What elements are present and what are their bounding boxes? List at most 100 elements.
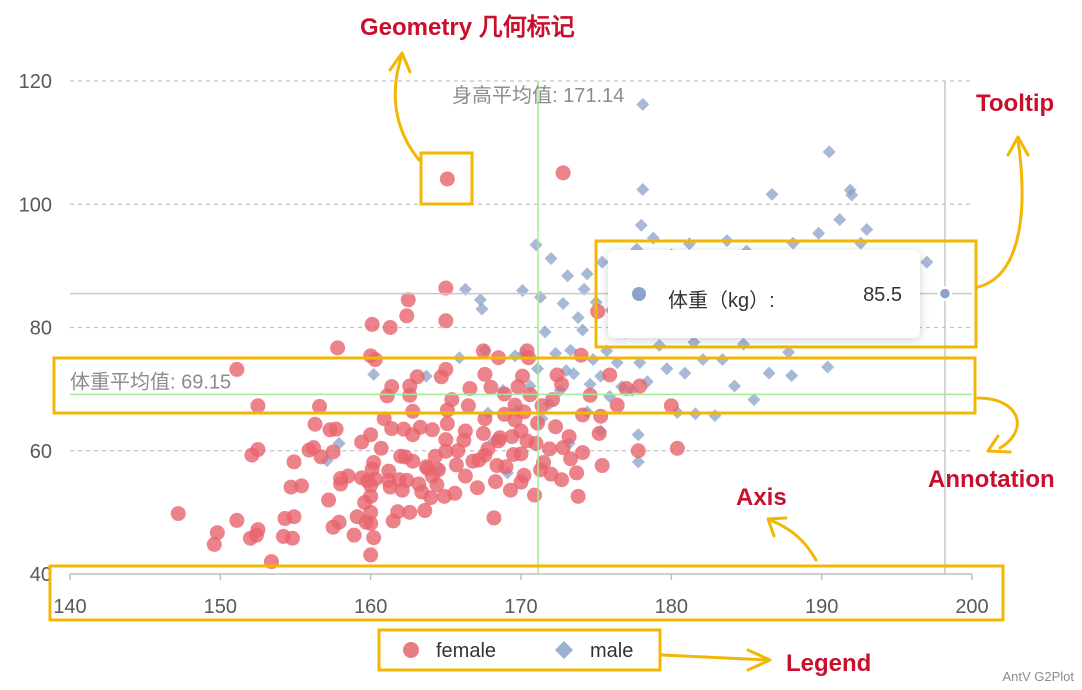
male-point	[529, 238, 543, 252]
female-point	[286, 509, 302, 525]
height-mean-label: 身高平均值: 171.14	[452, 84, 624, 107]
female-point	[366, 530, 382, 546]
axis-callout-label: Axis	[736, 484, 787, 511]
female-point	[438, 443, 454, 459]
female-point	[590, 303, 606, 319]
female-point	[439, 416, 455, 432]
female-point	[206, 536, 222, 552]
male-point	[577, 282, 591, 296]
annotation-callout-arrow	[976, 396, 1019, 450]
male-point	[516, 284, 530, 298]
female-point	[444, 392, 460, 408]
y-tick-label: 80	[30, 318, 52, 340]
female-point	[439, 171, 455, 187]
female-point	[209, 525, 225, 541]
male-point	[786, 236, 800, 250]
active-point-marker[interactable]	[937, 286, 953, 301]
female-point	[284, 530, 300, 546]
female-point	[429, 477, 445, 493]
female-point	[563, 451, 579, 467]
legend-male-marker[interactable]	[555, 641, 573, 659]
female-point	[229, 361, 245, 377]
x-tick-label: 200	[955, 596, 988, 618]
legend-female-marker[interactable]	[403, 642, 419, 658]
x-tick-label: 190	[805, 596, 838, 618]
male-point	[854, 236, 868, 250]
male-point	[652, 338, 666, 352]
female-point	[492, 430, 508, 446]
geometry-arrow-head	[388, 51, 412, 74]
male-point	[821, 360, 835, 374]
legend-female-label[interactable]: female	[436, 640, 496, 662]
watermark: AntV G2Plot	[1002, 669, 1074, 684]
male-point	[595, 255, 609, 269]
female-point	[609, 397, 625, 413]
female-point	[417, 503, 433, 519]
male-point	[458, 282, 472, 296]
female-point	[363, 547, 379, 563]
male-point	[736, 337, 750, 351]
female-point	[412, 419, 428, 435]
female-point	[593, 408, 609, 424]
male-point	[580, 267, 594, 281]
tooltip-callout-arrow	[976, 138, 1024, 289]
legend-male-label[interactable]: male	[590, 640, 633, 662]
male-point	[678, 366, 692, 380]
female-point	[381, 463, 397, 479]
female-point	[294, 478, 310, 494]
male-point	[544, 251, 558, 265]
female-point	[400, 292, 416, 308]
male-point	[556, 296, 570, 310]
geometry-callout-arrow	[393, 53, 421, 162]
annotation-callout-label: Annotation	[928, 466, 1055, 493]
male-point	[812, 226, 826, 240]
female-point	[602, 367, 618, 383]
female-point	[423, 490, 439, 506]
female-point	[457, 468, 473, 484]
female-point	[399, 472, 415, 488]
female-point	[438, 361, 454, 377]
female-point	[409, 369, 425, 385]
callout-arrows	[388, 51, 1030, 672]
male-point	[631, 455, 645, 469]
male-point	[631, 428, 645, 442]
female-point	[591, 425, 607, 441]
male-point	[727, 379, 741, 393]
female-point	[513, 446, 529, 462]
legend[interactable]: female male	[403, 640, 633, 662]
male-point	[586, 353, 600, 367]
female-point	[438, 432, 454, 448]
female-point	[390, 504, 406, 520]
female-point	[502, 482, 518, 498]
tooltip-callout-box	[594, 239, 978, 349]
female-point	[411, 476, 427, 492]
female-point	[513, 423, 529, 439]
female-point	[561, 429, 577, 445]
female-point	[250, 442, 266, 458]
female-point	[632, 378, 648, 394]
female-point	[286, 454, 302, 470]
female-point	[373, 440, 389, 456]
female-point	[438, 313, 454, 329]
female-point	[447, 485, 463, 501]
axis-callout-arrow	[768, 518, 818, 562]
male-point	[762, 366, 776, 380]
female-point	[498, 459, 514, 475]
geometry-callout-label: Geometry 几何标记	[360, 14, 575, 41]
x-tick-label: 180	[655, 596, 688, 618]
x-axis: 140 150 160 170 180 190 200	[53, 573, 989, 618]
male-point	[634, 218, 648, 232]
legend-callout-label: Legend	[786, 650, 871, 677]
male-point	[567, 367, 581, 381]
female-point	[448, 457, 464, 473]
male-point	[747, 393, 761, 407]
male-point	[845, 188, 859, 202]
axis-callout-box	[48, 564, 1005, 622]
legend-callout-box	[377, 628, 662, 672]
male-point	[538, 325, 552, 339]
female-point	[229, 512, 245, 528]
male-point	[583, 377, 597, 391]
female-point	[405, 453, 421, 469]
female-point	[487, 474, 503, 490]
